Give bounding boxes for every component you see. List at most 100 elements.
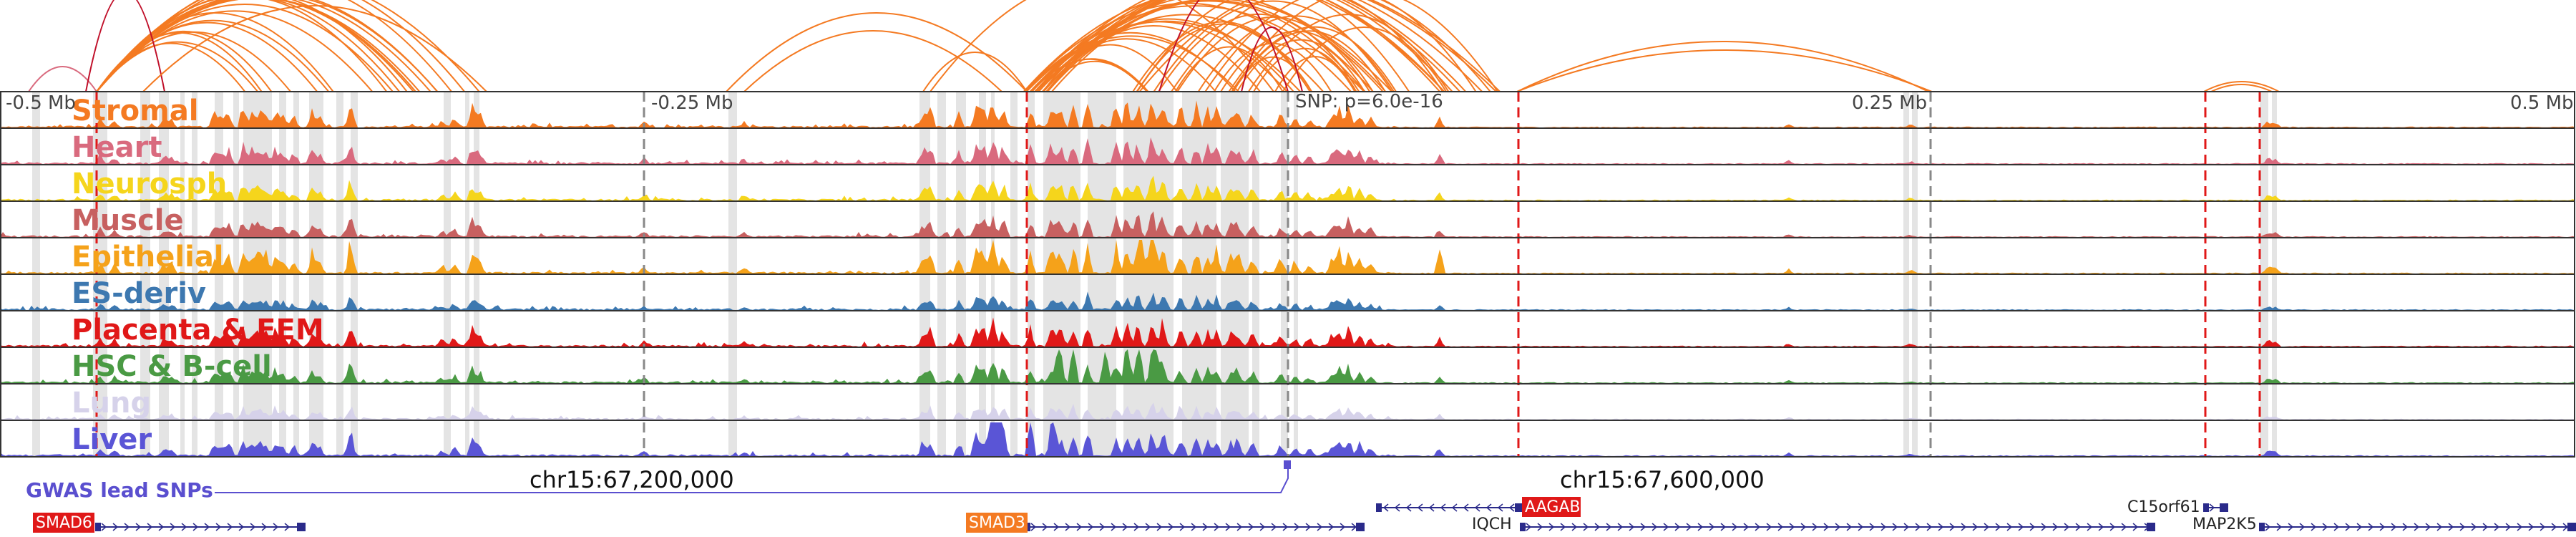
interaction-arc [1138,0,1491,92]
strand-arrow [1709,523,1715,531]
gene-label: IQCH [1472,516,1512,533]
strand-arrow [2379,523,2386,531]
gene-label-box [966,513,1028,533]
strand-arrow [1571,523,1578,531]
interaction-arc [1158,0,1289,92]
strand-arrow [1720,523,1727,531]
gene-exon [2259,523,2265,531]
strand-arrow [2425,523,2431,531]
gene-exon [2203,503,2209,512]
interaction-arc [1136,23,1311,92]
signal-area [0,317,2575,347]
gene-exon [297,523,306,531]
strand-arrow [1394,503,1400,512]
signal-area [0,291,2575,310]
signal-area [0,240,2575,274]
gene-label: C15orf61 [2127,498,2200,516]
strand-arrow [1938,523,1944,531]
signal-area [0,211,2575,237]
strand-arrow [1236,523,1243,531]
track-frame [0,91,2575,458]
strand-arrow [1548,523,1555,531]
gene-exon [2147,523,2155,531]
strand-arrow [2276,523,2283,531]
track-label: ES-deriv [72,277,206,310]
strand-arrow [2064,523,2070,531]
strand-arrow [1766,523,1772,531]
gene-exon [95,523,101,531]
interaction-arc [922,52,1028,92]
strand-arrow [1405,503,1412,512]
strand-arrow [112,523,119,531]
interaction-arc [1153,0,1393,92]
gene-label: AAGAB [1525,498,1581,516]
signal-track-heart [0,137,2575,164]
signal-track-placenta-eem [0,317,2575,347]
strand-arrow [1869,523,1875,531]
strand-arrow [1640,523,1646,531]
interaction-arc [1025,32,1236,92]
strand-arrow [2209,503,2215,512]
strand-arrow [1537,523,1543,531]
strand-arrow [1732,523,1738,531]
track-label: Placenta & EEM [72,314,324,347]
strand-arrow [1111,523,1117,531]
signal-area [0,422,2575,456]
interaction-arc [1516,49,1933,92]
strand-arrow [1145,523,1151,531]
interaction-arc [1034,0,1445,92]
strand-arrow [1949,523,1956,531]
track-label: Lung [72,387,151,420]
strand-arrow [1259,523,1266,531]
interaction-arc [1236,39,1365,92]
gwas-connector [215,462,1289,493]
strand-arrow [1972,523,1979,531]
gene-label-box [1522,497,1581,517]
track-label: Liver [72,423,152,456]
strand-arrow [2528,523,2534,531]
gene-smad6: SMAD6 [33,513,306,533]
strand-arrow [2494,523,2500,531]
strand-arrow [2391,523,2397,531]
strand-arrow [2540,523,2546,531]
strand-arrow [2471,523,2477,531]
gwas-label: GWAS lead SNPs [26,478,213,502]
strand-arrow [2356,523,2363,531]
interaction-arc [96,0,421,92]
interaction-arc [1174,46,1284,92]
strand-arrow [1271,523,1277,531]
strand-arrow [215,523,222,531]
strand-arrow [1606,523,1612,531]
strand-arrow [1076,523,1083,531]
strand-arrow [273,523,279,531]
coordinate-label-1: chr15:67,200,000 [530,466,734,493]
gene-map2k5: MAP2K5 [2192,516,2576,533]
strand-arrow [261,523,268,531]
track-label: Muscle [72,204,184,237]
interaction-arc [96,0,438,92]
gene-label-box [33,513,94,533]
interaction-arc [1516,41,1929,92]
strand-arrow [1697,523,1704,531]
strand-arrow [1294,523,1300,531]
strand-arrow [1156,523,1163,531]
strand-arrow [1428,503,1435,512]
axis-tick-0-25: 0.25 Mb [1852,92,1927,114]
strand-arrow [2459,523,2466,531]
strand-arrow [2311,523,2317,531]
strand-arrow [1995,523,2001,531]
strand-arrow [1179,523,1186,531]
gene-exon [1520,523,1526,531]
strand-arrow [1225,523,1231,531]
signal-track-stromal [0,100,2575,127]
strand-arrow [1088,523,1094,531]
signal-area [0,175,2575,200]
strand-arrow [1248,523,1254,531]
track-label: Neurosph [72,168,227,200]
strand-arrow [1915,523,1921,531]
strand-arrow [1065,523,1071,531]
interaction-arc [1029,0,1445,92]
snp-pvalue-label: SNP: p=6.0e-16 [1295,91,1443,112]
interaction-arc [1231,30,1386,92]
